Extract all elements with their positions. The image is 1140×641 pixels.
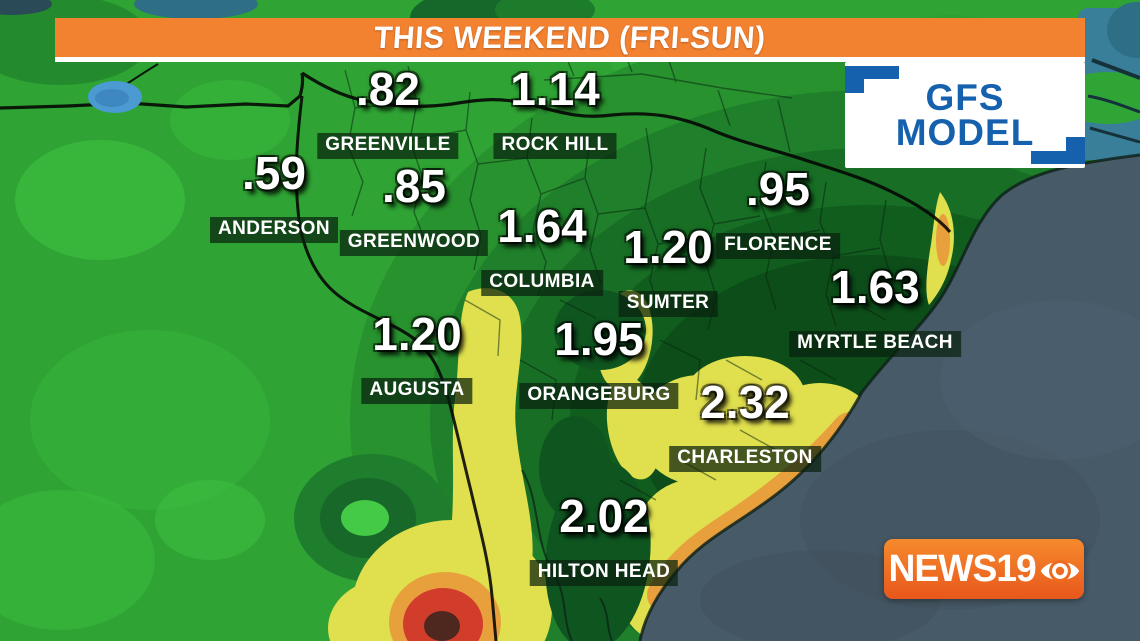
rainfall-value: .59 <box>242 147 306 199</box>
city-label-rock-hill: 1.14 ROCK HILL <box>493 63 617 159</box>
rainfall-value: .85 <box>382 160 446 212</box>
rainfall-value: 1.20 <box>623 221 713 273</box>
city-name: CHARLESTON <box>669 446 821 472</box>
city-name: ROCK HILL <box>493 133 617 159</box>
rainfall-value: 1.14 <box>510 63 600 115</box>
city-label-augusta: 1.20 AUGUSTA <box>361 308 473 404</box>
rainfall-value: 2.02 <box>559 490 649 542</box>
city-name: AUGUSTA <box>361 378 473 404</box>
rainfall-value: 1.64 <box>497 200 587 252</box>
banner-title: THIS WEEKEND (FRI-SUN) <box>373 19 767 55</box>
city-label-charleston: 2.32 CHARLESTON <box>669 379 821 472</box>
banner: THIS WEEKEND (FRI-SUN) <box>55 18 1085 57</box>
rainfall-value: 2.32 <box>700 376 790 428</box>
station-logo: NEWS19 <box>884 539 1084 599</box>
city-name: FLORENCE <box>716 233 840 259</box>
badge-corner-accent <box>1066 137 1085 164</box>
city-name: MYRTLE BEACH <box>789 331 961 357</box>
city-label-anderson: .59 ANDERSON <box>210 150 338 243</box>
city-label-myrtle-beach: 1.63 MYRTLE BEACH <box>789 264 961 357</box>
city-label-greenville: .82 GREENVILLE <box>317 63 459 159</box>
city-label-sumter: 1.20 SUMTER <box>618 221 718 317</box>
city-name: ORANGEBURG <box>519 383 679 409</box>
model-badge-line2: MODEL <box>895 112 1035 153</box>
badge-corner-accent <box>845 66 864 93</box>
rainfall-value: 1.95 <box>554 313 644 365</box>
city-label-orangeburg: 1.95 ORANGEBURG <box>519 313 679 409</box>
city-name: GREENWOOD <box>339 230 489 256</box>
station-logo-text: NEWS19 <box>888 548 1037 590</box>
rainfall-value: .82 <box>356 63 420 115</box>
rainfall-value: .95 <box>746 163 810 215</box>
model-badge-line1: GFS <box>925 76 1005 118</box>
city-name: GREENVILLE <box>317 133 459 159</box>
model-badge: GFS MODEL <box>845 62 1085 168</box>
city-name: SUMTER <box>618 291 718 317</box>
city-label-greenwood: .85 GREENWOOD <box>339 160 489 256</box>
city-label-florence: .95 FLORENCE <box>716 166 840 259</box>
city-label-hilton-head: 2.02 HILTON HEAD <box>529 490 679 586</box>
rainfall-value: 1.63 <box>830 261 920 313</box>
city-name: HILTON HEAD <box>529 560 679 586</box>
cbs-eye-icon <box>1040 560 1079 582</box>
banner-underline <box>55 57 1085 62</box>
city-name: COLUMBIA <box>481 270 603 296</box>
city-name: ANDERSON <box>210 217 338 243</box>
city-label-columbia: 1.64 COLUMBIA <box>481 203 603 296</box>
rainfall-value: 1.20 <box>372 308 462 360</box>
